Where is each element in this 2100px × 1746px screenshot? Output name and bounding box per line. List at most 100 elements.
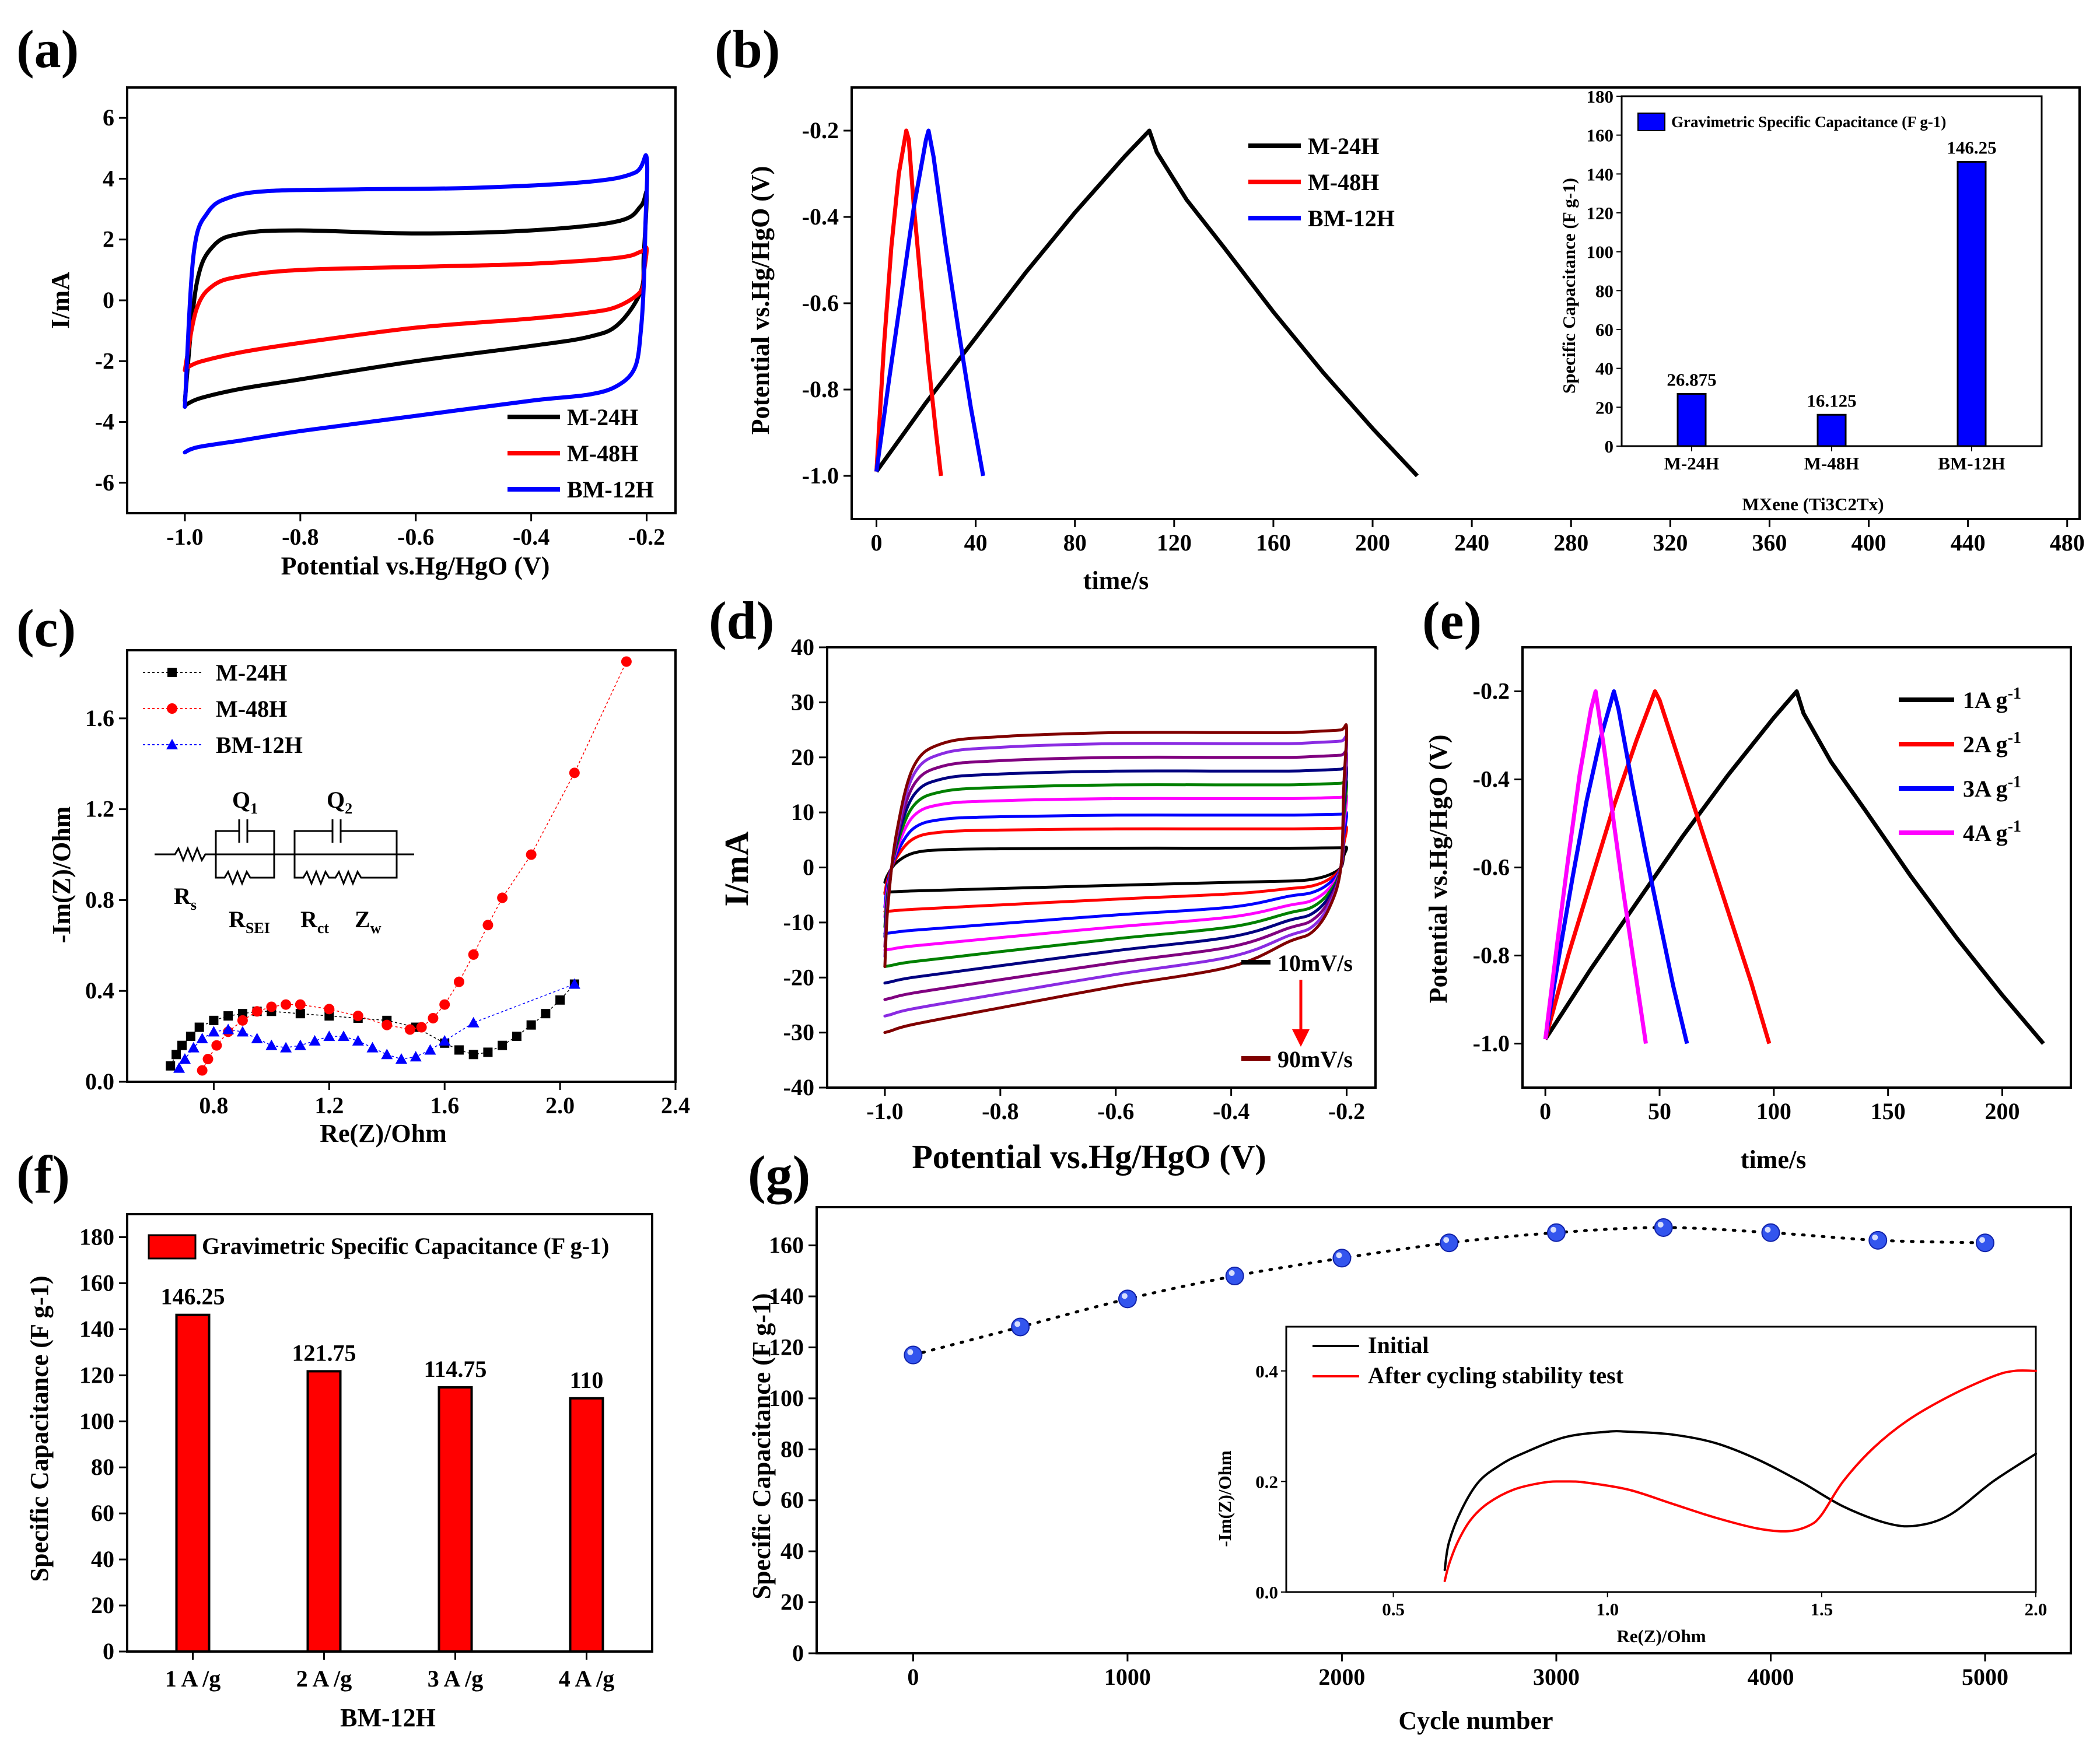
panel-d-arrow-head: [1292, 1029, 1310, 1047]
x-tick-label: 2.4: [661, 1092, 690, 1119]
panel-c-point-BM-12H: [280, 1042, 292, 1053]
x-tick-label: -0.2: [628, 524, 665, 550]
y-tick-label: 10: [791, 799, 814, 825]
x-tick-label: 280: [1553, 530, 1588, 556]
panel-f-ylabel: Specific Capacitance (F g-1): [25, 1275, 54, 1582]
panel-c-point-BM-12H: [323, 1030, 335, 1042]
y-tick-label: -0.4: [802, 204, 839, 230]
y-tick-label: 40: [780, 1538, 804, 1564]
panel-d-xlabel: Potential vs.Hg/HgO (V): [912, 1138, 1266, 1176]
panel-c-legend-marker-M-48H: [167, 703, 177, 714]
x-tick-label: -0.2: [1328, 1098, 1365, 1124]
panel-f-category-1 A /g: 1 A /g: [165, 1666, 221, 1692]
x-tick-label: 0: [871, 530, 883, 556]
panel-c-point-M-48H: [621, 656, 632, 667]
panel-g-point: [1225, 1267, 1244, 1286]
panel-g-point-highlight: [1657, 1221, 1664, 1228]
panel-c-point-M-48H: [382, 1019, 393, 1030]
plots-layer: -1.0 -0.8 -0.6 -0.4 -0.2-6-4-20246M-24HM-48H…: [79, 86, 2085, 1692]
y-tick-label: 1.2: [85, 796, 114, 822]
y-tick-label: 80: [91, 1454, 114, 1480]
panel-label-d: (d): [709, 591, 774, 650]
panel-c-point-BM-12H: [352, 1035, 364, 1046]
panel-b-inset-value-M-24H: 26.875: [1667, 369, 1716, 390]
panel-d-series-10mV/s: [883, 846, 1349, 894]
inset-y-tick-label: 140: [1587, 164, 1614, 184]
y-tick-label: -0.6: [802, 290, 839, 316]
y-tick-label: 20: [780, 1589, 804, 1615]
panel-g-inset-ylabel: -Im(Z)/Ohm: [1214, 1450, 1235, 1547]
panel-e-legend-label-3A g-1: 3A g-1: [1963, 773, 2021, 802]
inset-x-tick-label: 0.5: [1382, 1599, 1405, 1619]
panel-c-ylabel: -Im(Z)/Ohm: [47, 807, 76, 944]
panel-c-legend-label-M-24H: M-24H: [216, 660, 287, 686]
x-tick-label: 360: [1752, 530, 1787, 556]
x-tick-label: 1.6: [430, 1092, 459, 1119]
panel-b-inset-bar-M-24H: [1676, 392, 1707, 447]
panel-f-value-3 A /g: 114.75: [424, 1356, 487, 1382]
panel-c-point-BM-12H: [309, 1035, 321, 1046]
inset-y-tick-label: 100: [1587, 242, 1614, 262]
inset-y-tick-label: 0.0: [1255, 1582, 1278, 1603]
panel-g-point-highlight: [1872, 1234, 1878, 1240]
inset-x-tick-label: 1.0: [1596, 1599, 1619, 1619]
panel-c-point-M-48H: [295, 999, 306, 1010]
panel-c-series-line-BM-12H: [178, 983, 575, 1069]
panel-g-point-highlight: [1550, 1226, 1556, 1233]
inset-x-tick-label: 1.5: [1810, 1599, 1833, 1619]
panel-label-b: (b): [715, 19, 780, 79]
panel-f-plot-frame: [126, 1213, 653, 1653]
panel-c-point-BM-12H: [294, 1039, 306, 1050]
x-tick-label: 100: [1756, 1098, 1791, 1124]
x-tick-label: 160: [1256, 530, 1291, 556]
panel-g-inset-xlabel: Re(Z)/Ohm: [1616, 1626, 1706, 1646]
panel-b-inset-category-BM-12H: BM-12H: [1938, 453, 2005, 474]
panel-g-point-highlight: [1121, 1293, 1128, 1299]
panel-b-xlabel: time/s: [1083, 566, 1149, 595]
panel-g-point-highlight: [1979, 1237, 1985, 1243]
panel-c-point-M-48H: [526, 849, 537, 860]
x-tick-label: 240: [1454, 530, 1489, 556]
panel-c-point-BM-12H: [381, 1049, 393, 1060]
panel-c-point-M-48H: [197, 1065, 208, 1076]
y-tick-label: -0.4: [1473, 766, 1510, 793]
panel-f-category-2 A /g: 2 A /g: [296, 1666, 352, 1692]
panel-b-inset-legend-swatch: [1637, 113, 1665, 131]
panel-g-point: [1975, 1233, 1994, 1253]
panel-b-inset-category-M-48H: M-48H: [1804, 453, 1860, 474]
panel-g-inset-frame: [1285, 1326, 2037, 1593]
panel-c-point-M-48H: [439, 999, 450, 1010]
panel-c-point-M-24H: [194, 1022, 204, 1032]
y-tick-label: 2: [103, 226, 114, 253]
panel-b-inset-xlabel: MXene (Ti3C2Tx): [1742, 494, 1884, 514]
circuit-label-zw: Zw: [355, 906, 382, 937]
panel-c-point-BM-12H: [187, 1042, 200, 1053]
y-tick-label: -0.2: [802, 117, 839, 143]
x-tick-label: 40: [964, 530, 988, 556]
panel-g-point-highlight: [1443, 1237, 1450, 1243]
panel-g-point: [1654, 1218, 1673, 1237]
x-tick-label: 120: [1157, 530, 1192, 556]
panel-b-legend-label-M-24H: M-24H: [1308, 133, 1379, 159]
panel-c-legend-marker-BM-12H: [166, 739, 178, 749]
y-tick-label: 80: [780, 1436, 804, 1462]
panel-c-point-BM-12H: [424, 1044, 436, 1055]
panel-a-xlabel: Potential vs.Hg/HgO (V): [281, 552, 550, 580]
inset-y-tick-label: 160: [1587, 125, 1614, 146]
panel-c-point-BM-12H: [467, 1016, 480, 1028]
x-tick-label: -1.0: [166, 524, 203, 550]
panel-c-point-M-48H: [416, 1022, 427, 1033]
panel-g-inset-series-After cycling stability test: [1443, 1369, 2037, 1582]
x-tick-label: -0.4: [1213, 1098, 1250, 1124]
panel-c-point-BM-12H: [178, 1053, 191, 1064]
panel-c-point-M-48H: [251, 1006, 262, 1017]
panel-c-point-BM-12H: [338, 1030, 350, 1042]
panel-g-point: [1440, 1233, 1459, 1253]
y-tick-label: 40: [91, 1546, 114, 1572]
x-tick-label: -0.8: [282, 524, 318, 550]
y-tick-label: 30: [791, 689, 814, 715]
panel-b-inset-category-M-24H: M-24H: [1664, 453, 1720, 474]
panel-b-ylabel: Potential vs.Hg/HgO (V): [746, 166, 775, 435]
panel-c-legend-marker-M-24H: [167, 668, 177, 677]
